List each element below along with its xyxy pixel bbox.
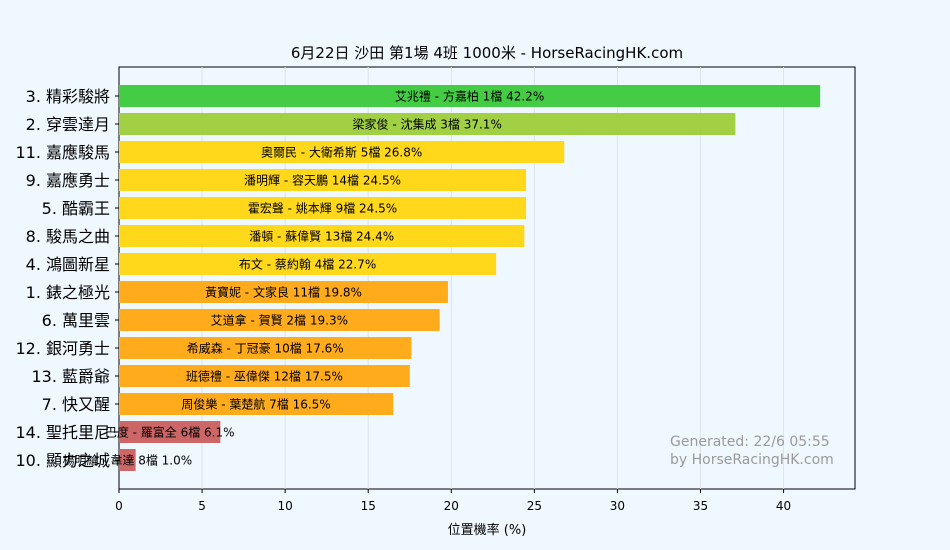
x-tick-label: 0: [115, 499, 123, 513]
bar-label: 布文 - 蔡約翰 4檔 22.7%: [239, 257, 376, 272]
y-tick-label: 3. 精彩駿將: [26, 87, 110, 106]
bar: [119, 113, 736, 135]
y-tick-label: 14. 聖托里尼: [15, 423, 110, 442]
y-tick-label: 2. 穿雲達月: [26, 115, 110, 134]
bar-label: 艾兆禮 - 方嘉柏 1檔 42.2%: [395, 89, 544, 104]
bars: [119, 85, 821, 471]
bar-label: 黃寶妮 - 文家良 11檔 19.8%: [205, 285, 362, 300]
bar-label: 奧爾民 - 大衛希斯 5檔 26.8%: [261, 145, 422, 160]
y-tick-label: 12. 銀河勇士: [15, 339, 110, 358]
bar-label: 巴度 - 羅富全 6檔 6.1%: [105, 425, 235, 440]
bar-label: 梁家俊 - 沈集成 3檔 37.1%: [353, 117, 502, 132]
y-tick-label: 7. 快又醒: [42, 395, 110, 414]
y-tick-label: 8. 駿馬之曲: [26, 227, 110, 246]
bar: [119, 253, 497, 275]
chart-title: 6月22日 沙田 第1場 4班 1000米 - HorseRacingHK.co…: [291, 44, 683, 62]
bar-label: 潘頓 - 蘇偉賢 13檔 24.4%: [249, 230, 394, 244]
x-tick-label: 5: [198, 499, 206, 513]
y-tick-label: 13. 藍爵爺: [31, 367, 110, 386]
grid-lines: [201, 67, 785, 489]
y-tick-label: 6. 萬里雲: [42, 311, 110, 330]
bar-label: 潘明輝 - 容天鵬 14檔 24.5%: [244, 173, 401, 188]
bar: [119, 281, 448, 303]
x-ticks: 0 5 10 15 20 25 30 35 40: [115, 489, 791, 513]
bar: [119, 197, 527, 219]
bar: [119, 449, 136, 471]
y-tick-labels: 3. 精彩駿將 2. 穿雲達月 11. 嘉應駿馬 9. 嘉應勇士 5. 酷霸王 8. 駿馬…: [15, 87, 119, 470]
y-tick-label: 1. 錶之極光: [26, 283, 110, 302]
x-tick-label: 30: [610, 499, 625, 513]
bar: [119, 365, 410, 387]
watermark-generated: Generated: 22/6 05:55: [670, 434, 830, 450]
bar: [119, 169, 527, 191]
bar: [119, 421, 221, 443]
bar: [119, 85, 821, 107]
y-tick-label: 9. 嘉應勇士: [26, 171, 110, 190]
watermark-site: by HorseRacingHK.com: [670, 452, 834, 468]
bar-label: 希威森 - 丁冠豪 10檔 17.6%: [187, 341, 344, 356]
bar-label: 艾道拿 - 賀賢 2檔 19.3%: [211, 313, 348, 328]
bar: [119, 225, 525, 247]
bar-label: 楊明綸 - 韋達 8檔 1.0%: [62, 453, 192, 468]
x-axis-title: 位置機率 (%): [448, 522, 527, 538]
bar-label: 霍宏聲 - 姚本輝 9檔 24.5%: [248, 201, 397, 216]
bar-label: 班德禮 - 巫偉傑 12檔 17.5%: [186, 369, 343, 384]
x-tick-label: 10: [277, 499, 292, 513]
bar: [119, 141, 565, 163]
x-tick-label: 15: [361, 499, 376, 513]
bar: [119, 309, 440, 331]
bar: [119, 337, 412, 359]
plot-area: [118, 66, 856, 490]
x-tick-label: 35: [693, 499, 708, 513]
x-tick-label: 40: [776, 499, 791, 513]
bar: [119, 393, 394, 415]
x-tick-label: 20: [444, 499, 459, 513]
x-tick-label: 25: [527, 499, 542, 513]
bar-label: 周俊樂 - 葉楚航 7檔 16.5%: [181, 397, 330, 412]
y-tick-label: 10. 顯力之城: [15, 451, 110, 470]
y-tick-label: 5. 酷霸王: [42, 199, 110, 218]
bar-labels: 艾兆禮 - 方嘉柏 1檔 42.2% 梁家俊 - 沈集成 3檔 37.1% 奧爾民 …: [62, 89, 544, 468]
y-tick-label: 4. 鴻圖新星: [26, 255, 110, 274]
y-tick-label: 11. 嘉應駿馬: [15, 143, 110, 162]
